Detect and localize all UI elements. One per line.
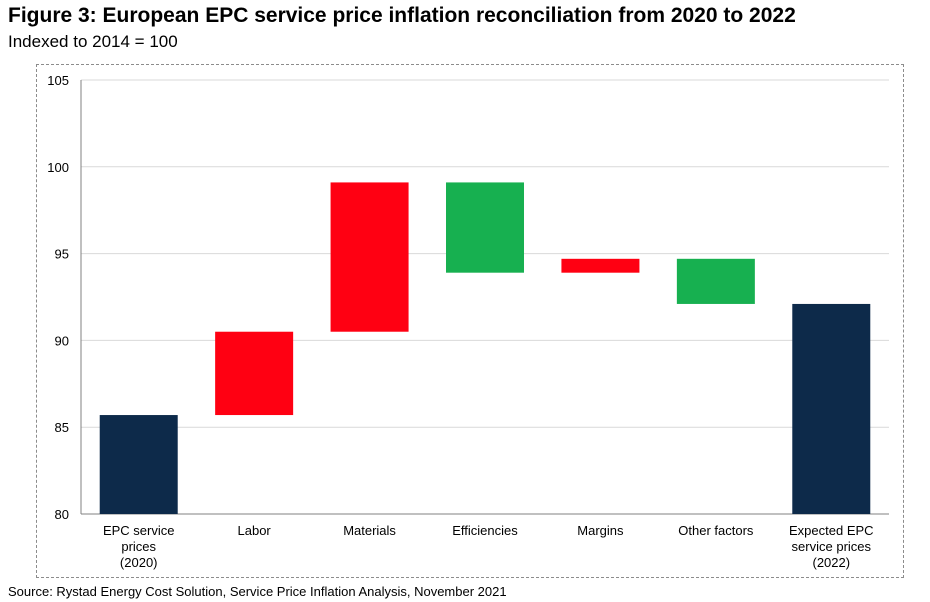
- x-tick-label: Efficiencies: [452, 523, 518, 538]
- x-tick-label-line: prices: [121, 539, 156, 554]
- x-tick-label-line: Other factors: [678, 523, 754, 538]
- x-tick-label-line: (2020): [120, 555, 158, 570]
- y-tick-label: 105: [47, 73, 69, 88]
- bar-total: [792, 303, 871, 514]
- bar-increase: [330, 182, 409, 332]
- bar-increase: [561, 258, 640, 273]
- x-tick-label: EPC service prices (2020): [103, 523, 175, 570]
- bar-increase: [215, 331, 294, 416]
- y-tick-label: 95: [55, 247, 69, 262]
- x-tick-label-line: service prices: [792, 539, 872, 554]
- bar-total: [99, 415, 178, 514]
- x-tick-label-line: EPC service: [103, 523, 175, 538]
- x-tick-label: Other factors: [678, 523, 754, 538]
- y-tick-label: 85: [55, 420, 69, 435]
- x-tick-label: Margins: [577, 523, 624, 538]
- x-tick-label-line: Margins: [577, 523, 624, 538]
- x-tick-label-line: Efficiencies: [452, 523, 518, 538]
- x-tick-label-line: Materials: [343, 523, 396, 538]
- chart-title: Figure 3: European EPC service price inf…: [8, 4, 796, 27]
- source-note: Source: Rystad Energy Cost Solution, Ser…: [8, 584, 507, 599]
- x-tick-label: Expected EPC service prices (2022): [789, 523, 874, 570]
- y-tick-label: 80: [55, 507, 69, 522]
- x-tick-label-line: (2022): [812, 555, 850, 570]
- bar-decrease: [676, 258, 755, 304]
- x-tick-label: Labor: [238, 523, 272, 538]
- x-tick-label-line: Labor: [238, 523, 272, 538]
- x-tick-label: Materials: [343, 523, 396, 538]
- chart-frame: [36, 64, 904, 578]
- y-tick-label: 100: [47, 160, 69, 175]
- y-tick-label: 90: [55, 333, 69, 348]
- bar-decrease: [446, 182, 524, 273]
- chart-subtitle: Indexed to 2014 = 100: [8, 32, 178, 51]
- x-tick-label-line: Expected EPC: [789, 523, 874, 538]
